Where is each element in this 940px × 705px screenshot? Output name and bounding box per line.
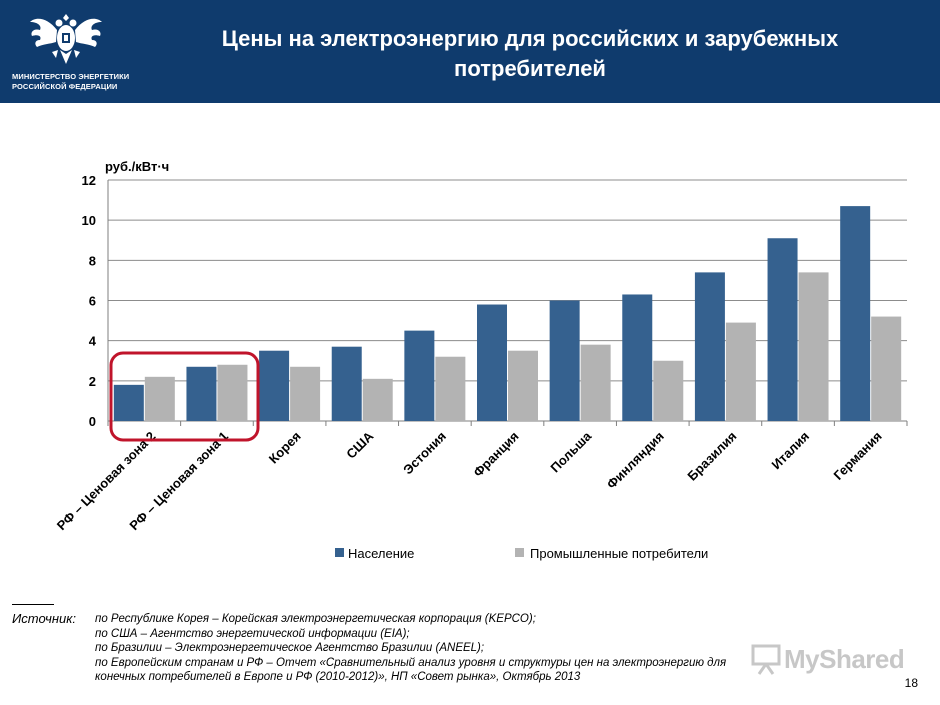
legend-label-population: Население: [348, 546, 414, 561]
y-tick-label: 0: [89, 414, 96, 429]
source-line: конечных потребителей в Европе и РФ (201…: [95, 671, 581, 684]
bar-population: [840, 206, 871, 421]
bar-population: [694, 272, 725, 421]
x-tick-label: Франция: [470, 429, 521, 480]
bar-industrial: [362, 378, 393, 421]
ministry-line-1: МИНИСТЕРСТВО ЭНЕРГЕТИКИ: [12, 72, 130, 81]
bar-industrial: [290, 366, 321, 421]
header-banner: МИНИСТЕРСТВО ЭНЕРГЕТИКИ РОССИЙСКОЙ ФЕДЕР…: [0, 0, 940, 103]
x-tick-label: Германия: [830, 429, 884, 483]
source-notes: по Республике Корея – Корейская электроэ…: [95, 612, 885, 685]
source-line: по США – Агентство энергетической информ…: [95, 627, 410, 640]
x-tick-label: Бразилия: [684, 429, 739, 484]
y-tick-label: 10: [82, 213, 96, 228]
ministry-line-2: РОССИЙСКОЙ ФЕДЕРАЦИИ: [12, 82, 118, 91]
bar-industrial: [580, 344, 611, 421]
source-line: по Бразилии – Электроэнергетическое Аген…: [95, 642, 485, 655]
title-line-1: Цены на электроэнергию для российских и …: [221, 26, 839, 51]
bar-population: [767, 238, 798, 421]
bar-population: [186, 366, 217, 421]
source-label: Источник:: [12, 611, 76, 626]
y-tick-label: 2: [89, 374, 96, 389]
bar-industrial: [871, 316, 902, 421]
legend-swatch-industrial: [515, 548, 524, 557]
watermark: MyShared: [750, 642, 910, 678]
source-divider: [12, 604, 54, 605]
x-tick-label: Эстония: [400, 429, 449, 478]
highlight-frame: [109, 351, 260, 442]
bar-population: [477, 304, 507, 421]
y-tick-label: 12: [82, 173, 96, 188]
bar-industrial: [144, 376, 175, 421]
page-number: 18: [904, 676, 918, 690]
bar-population: [622, 294, 653, 421]
title-line-2: потребителей: [454, 56, 606, 81]
watermark-text: MyShared: [784, 644, 905, 674]
bar-industrial: [508, 350, 538, 421]
bar-industrial: [435, 356, 466, 421]
y-tick-label: 8: [89, 253, 96, 268]
bar-industrial: [653, 360, 684, 421]
x-tick-label: США: [343, 428, 377, 462]
x-tick-label: Финляндия: [604, 429, 667, 492]
legend-swatch-population: [335, 548, 344, 557]
y-tick-label: 6: [89, 294, 96, 309]
bar-population: [113, 384, 144, 421]
source-line: по Республике Корея – Корейская электроэ…: [95, 613, 536, 625]
bar-industrial: [217, 364, 248, 421]
source-line: по Европейским странам и РФ – Отчет «Сра…: [95, 656, 727, 669]
y-tick-label: 4: [89, 334, 97, 349]
bar-industrial: [798, 272, 829, 421]
x-tick-label: Корея: [266, 429, 304, 467]
y-axis-label: руб./кВт·ч: [105, 159, 169, 174]
x-tick-label: Польша: [547, 428, 594, 475]
legend-label-industrial: Промышленные потребители: [530, 546, 708, 561]
ministry-name: МИНИСТЕРСТВО ЭНЕРГЕТИКИ РОССИЙСКОЙ ФЕДЕР…: [12, 72, 130, 92]
double-headed-eagle-icon: [30, 14, 102, 64]
x-tick-label: Италия: [768, 429, 812, 473]
bar-population: [259, 350, 290, 421]
bar-population: [404, 330, 435, 421]
presentation-board-icon: [751, 644, 781, 675]
bar-population: [331, 346, 362, 421]
bar-population: [549, 300, 580, 421]
bar-industrial: [725, 322, 756, 421]
page-title: Цены на электроэнергию для российских и …: [150, 24, 910, 84]
